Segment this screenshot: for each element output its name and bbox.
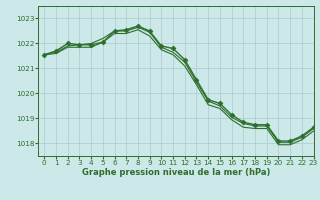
X-axis label: Graphe pression niveau de la mer (hPa): Graphe pression niveau de la mer (hPa)	[82, 168, 270, 177]
